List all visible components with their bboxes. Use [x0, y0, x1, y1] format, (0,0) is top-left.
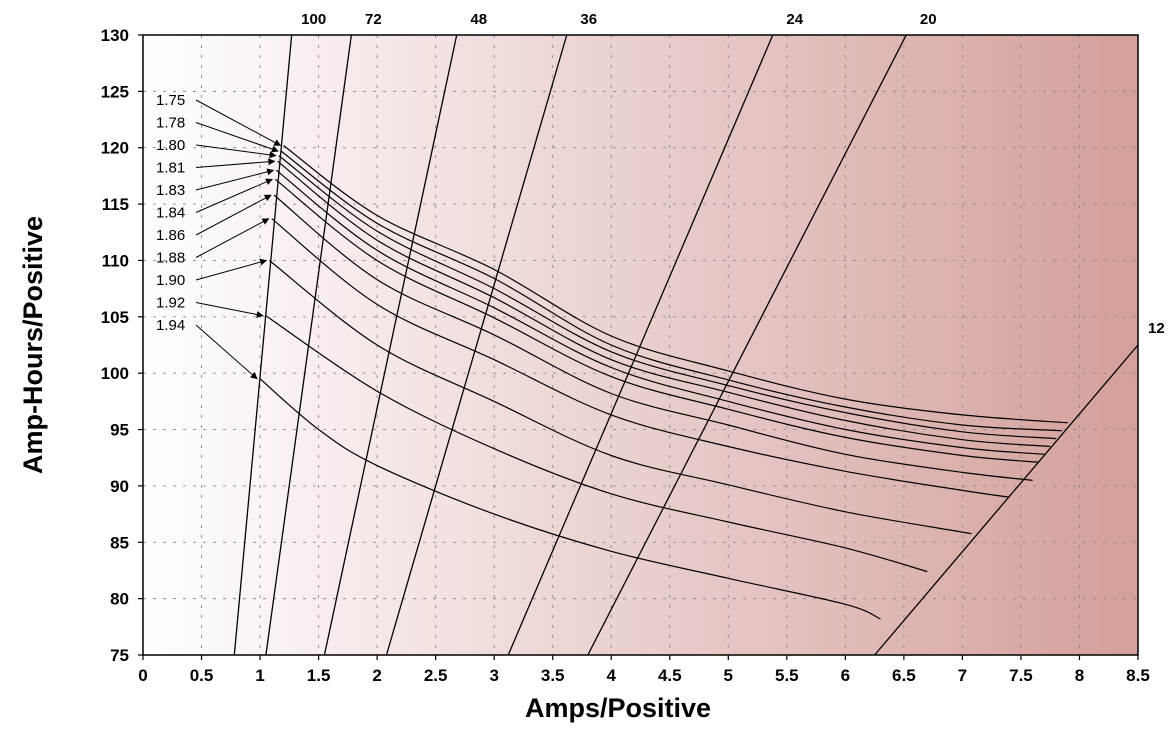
x-tick-label: 5.5	[775, 666, 799, 685]
voltage-arrow	[195, 158, 276, 168]
y-tick-label: 75	[110, 646, 129, 665]
voltage-arrow	[195, 122, 279, 153]
rate-line	[265, 34, 353, 656]
x-tick-label: 7.5	[1009, 666, 1033, 685]
y-tick-label: 80	[110, 590, 129, 609]
y-tick-label: 95	[110, 421, 129, 440]
voltage-label: 1.78	[156, 115, 185, 132]
voltage-arrow	[195, 302, 264, 318]
voltage-arrow	[195, 168, 275, 191]
voltage-annotations: 1.75 1.78 1.80 1.81 1.83 1.84 1.86 1.88 1.90 1.92…	[156, 92, 282, 380]
x-tick-label: 2	[372, 666, 381, 685]
voltage-arrow	[195, 194, 272, 236]
x-tick-label: 0	[138, 666, 147, 685]
series-line-1-86	[273, 194, 1033, 481]
voltage-label: 1.86	[156, 227, 185, 244]
voltage-label: 1.88	[156, 250, 185, 267]
y-tick-label: 100	[101, 364, 129, 383]
series-line-1-92	[265, 315, 928, 573]
rate-line-label: 24	[786, 11, 803, 28]
x-tick-label: 3	[489, 666, 498, 685]
voltage-arrow	[195, 324, 258, 380]
voltage-label: 1.83	[156, 182, 185, 199]
voltage-label: 1.75	[156, 92, 185, 109]
x-tick-label: 8.5	[1126, 666, 1150, 685]
x-tick-label: 0.5	[190, 666, 214, 685]
x-tick-label: 8	[1075, 666, 1084, 685]
series-line-1-88	[271, 218, 1010, 498]
voltage-arrow	[195, 258, 268, 281]
series-line-1-80	[278, 155, 1057, 440]
rate-line-label: 100	[301, 11, 326, 28]
y-tick-label: 110	[102, 251, 129, 270]
series-line-1-83	[276, 169, 1045, 455]
series-lines	[259, 145, 1068, 620]
voltage-arrow	[195, 99, 282, 146]
voltage-label: 1.90	[156, 272, 185, 289]
x-tick-label: 4.5	[658, 666, 682, 685]
series-line-1-94	[259, 378, 881, 620]
rate-line-label: 36	[580, 11, 597, 28]
y-tick-label: 120	[101, 139, 129, 158]
series-line-1-75	[283, 145, 1068, 424]
x-tick-label: 7	[958, 666, 967, 685]
y-tick-label: 115	[102, 195, 129, 214]
rate-line-label: 72	[365, 11, 382, 28]
voltage-arrow	[195, 218, 270, 258]
y-tick-label: 105	[101, 308, 129, 327]
y-tick-label: 90	[110, 477, 129, 496]
series-line-1-78	[280, 150, 1062, 432]
voltage-arrow	[195, 178, 273, 213]
x-tick-label: 4	[607, 666, 617, 685]
voltage-label: 1.81	[156, 160, 185, 177]
x-axis-title: Amps/Positive	[525, 693, 711, 723]
x-tick-label: 2.5	[424, 666, 448, 685]
x-tick-label: 1	[255, 666, 264, 685]
x-tick-label: 3.5	[541, 666, 565, 685]
rate-line	[874, 344, 1139, 656]
x-tick-label: 1.5	[307, 666, 331, 685]
voltage-label: 1.84	[156, 205, 185, 222]
rate-line	[323, 34, 458, 656]
rate-line-label: 48	[470, 11, 487, 28]
y-tick-label: 125	[101, 82, 129, 101]
axis-ticks: 0 0.5 1 1.5 2 2.5 3 3.5 4 4.5 5 5.5 6 6.5 7 7.5 8 8.5 75 80…	[101, 26, 1150, 685]
x-tick-label: 5	[724, 666, 733, 685]
y-tick-label: 85	[110, 533, 129, 552]
y-tick-label: 130	[101, 26, 129, 45]
plot-frame	[142, 34, 1139, 656]
rate-line-label: 20	[920, 11, 937, 28]
x-tick-label: 6.5	[892, 666, 916, 685]
y-axis-title: Amp-Hours/Positive	[18, 216, 48, 474]
rate-line-label: 12	[1148, 320, 1165, 337]
x-tick-label: 6	[841, 666, 850, 685]
rate-lines: 100 72 48 36 24 20 12	[233, 11, 1165, 656]
series-line-1-90	[269, 260, 972, 535]
voltage-arrow	[195, 144, 277, 159]
voltage-label: 1.80	[156, 137, 185, 154]
rate-line	[587, 34, 907, 656]
rate-line	[385, 34, 568, 656]
voltage-label: 1.92	[156, 295, 185, 312]
series-line-1-81	[277, 160, 1051, 448]
rate-line	[233, 34, 293, 656]
voltage-label: 1.94	[156, 317, 185, 334]
series-line-1-84	[274, 178, 1039, 463]
rate-line	[507, 34, 774, 656]
